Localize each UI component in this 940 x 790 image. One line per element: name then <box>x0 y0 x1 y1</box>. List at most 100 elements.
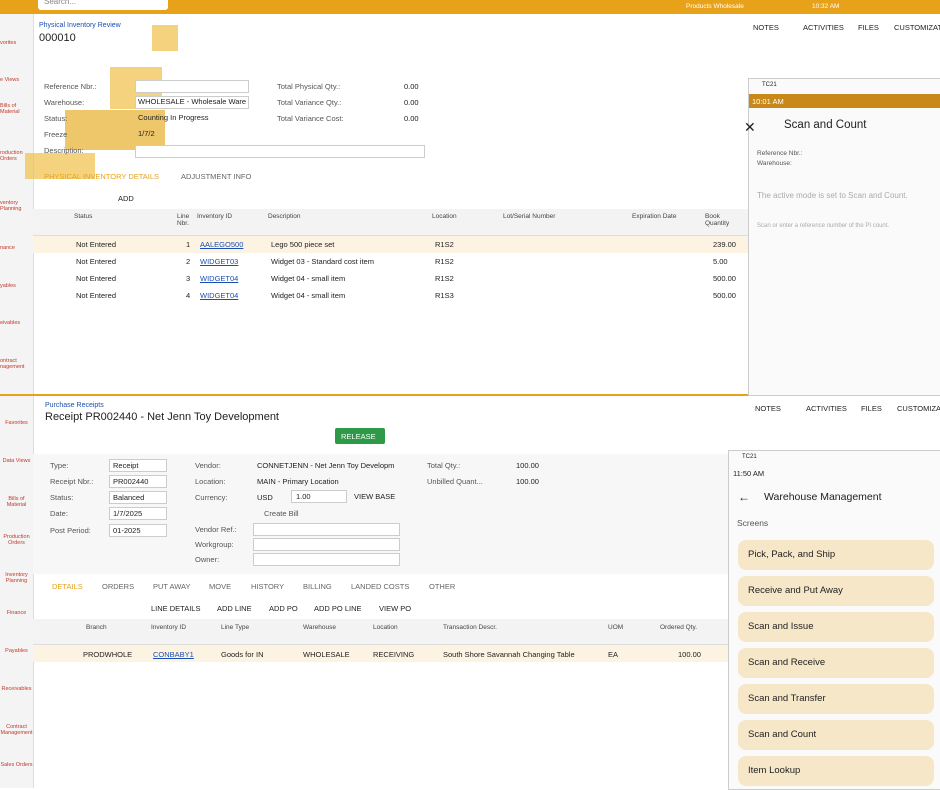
column-header: Transaction Descr. <box>443 624 497 631</box>
menu-item[interactable]: Pick, Pack, and Ship <box>738 540 934 570</box>
tab[interactable]: DETAILS <box>52 582 83 591</box>
input[interactable] <box>253 553 400 566</box>
input[interactable] <box>291 490 347 503</box>
toolbar-button[interactable]: ADD PO <box>269 604 298 613</box>
record-id: 000010 <box>39 32 76 44</box>
tab[interactable]: LANDED COSTS <box>351 582 410 591</box>
cell[interactable]: WIDGET03 <box>200 257 239 266</box>
toolbar-button[interactable]: ADD PO LINE <box>314 604 362 613</box>
column-header: Inventory ID <box>151 624 187 631</box>
sidebar-item[interactable]: Bills of Material <box>6 496 27 508</box>
field-label: Type: <box>50 461 69 470</box>
input[interactable] <box>109 475 167 488</box>
cell[interactable]: AALEGO500 <box>200 240 244 249</box>
cell: Not Entered <box>76 274 117 283</box>
sidebar-item[interactable]: roduction Orders <box>0 150 23 162</box>
release-button[interactable] <box>335 428 385 444</box>
sidebar-item[interactable]: Bills of Material <box>0 103 20 115</box>
sidebar-item[interactable]: Inventory Planning <box>5 572 28 584</box>
cell: 5.00 <box>713 257 728 266</box>
input[interactable] <box>253 538 400 551</box>
sidebar-item[interactable]: ontract nagement <box>0 358 25 370</box>
mobile-statusbar <box>749 94 940 108</box>
tab[interactable]: PHYSICAL INVENTORY DETAILS <box>44 172 160 181</box>
sidebar-item[interactable]: eivables <box>0 320 21 326</box>
sidebar-item[interactable]: yables <box>0 283 16 289</box>
toolbar-button[interactable]: ADD <box>118 194 134 203</box>
search-box[interactable] <box>38 0 168 10</box>
branch: Products Wholesale <box>686 3 744 10</box>
menu-item[interactable]: Scan and Count <box>738 720 934 750</box>
menu-item[interactable]: Scan and Receive <box>738 648 934 678</box>
sidebar-item[interactable]: e Views <box>0 77 20 83</box>
action[interactable]: NOTES <box>755 404 781 413</box>
tab[interactable]: PUT AWAY <box>153 582 191 591</box>
toolbar-button[interactable]: VIEW PO <box>379 604 412 613</box>
input[interactable] <box>135 145 425 158</box>
cell[interactable]: WIDGET04 <box>200 274 239 283</box>
grid-header <box>33 209 748 236</box>
total-label: Total Physical Qty.: <box>277 82 341 91</box>
cell: 100.00 <box>678 650 701 659</box>
button[interactable]: VIEW BASE <box>354 492 396 501</box>
menu-item[interactable]: Receive and Put Away <box>738 576 934 606</box>
input[interactable] <box>109 459 167 472</box>
close-icon[interactable]: ✕ <box>744 119 756 135</box>
sidebar-item[interactable]: vorites <box>0 40 17 46</box>
action[interactable]: NOTES <box>753 23 779 32</box>
release[interactable]: RELEASE <box>341 432 376 441</box>
window-title: TC21 <box>762 82 777 88</box>
toolbar-button[interactable]: LINE DETAILS <box>151 604 201 613</box>
tab[interactable]: ADJUSTMENT INFO <box>181 172 252 181</box>
top-bar <box>0 0 940 14</box>
sidebar-item[interactable]: Favorites <box>5 420 28 426</box>
tab[interactable]: MOVE <box>209 582 232 591</box>
sidebar-item[interactable]: Sales Orders <box>0 762 33 768</box>
cell: Widget 04 - small item <box>271 274 346 283</box>
input[interactable] <box>253 523 400 536</box>
toolbar-button[interactable]: ADD LINE <box>217 604 252 613</box>
input[interactable] <box>109 507 167 520</box>
field-label: Description: <box>44 146 84 155</box>
time: 10:32 AM <box>812 3 840 10</box>
sidebar-item[interactable]: Data Views <box>2 458 31 464</box>
sidebar-item[interactable]: Contract Management <box>0 724 33 736</box>
cell: R1S2 <box>435 240 454 249</box>
back-icon[interactable]: ← <box>738 490 750 504</box>
menu-item[interactable]: Item Lookup <box>738 756 934 786</box>
action[interactable]: FILES <box>858 23 879 32</box>
action[interactable]: FILES <box>861 404 882 413</box>
field-value: WHOLESALE - Wholesale Ware <box>138 97 247 106</box>
menu-item[interactable]: Scan and Transfer <box>738 684 934 714</box>
action[interactable]: CUSTOMIZATI <box>897 404 940 413</box>
sidebar-item[interactable]: ventory Planning <box>0 200 22 212</box>
sidebar-item[interactable]: nance <box>0 245 15 251</box>
menu-item[interactable]: Scan and Issue <box>738 612 934 642</box>
record-title: Receipt PR002440 - Net Jenn Toy Developm… <box>45 411 279 423</box>
cell[interactable]: CONBABY1 <box>153 650 194 659</box>
input[interactable] <box>109 524 167 537</box>
sidebar-item[interactable]: Finance <box>6 610 27 616</box>
search[interactable]: Search... <box>44 0 77 6</box>
action[interactable]: ACTIVITIES <box>803 23 844 32</box>
sidebar-item[interactable]: Receivables <box>1 686 32 692</box>
action[interactable]: ACTIVITIES <box>806 404 847 413</box>
action[interactable]: CUSTOMIZATI <box>894 23 940 32</box>
checkbox-label[interactable]: Create Bill <box>264 509 299 518</box>
field-value: 1/7/2025 <box>113 509 143 518</box>
field-label: Date: <box>50 509 68 518</box>
total-value: 100.00 <box>516 477 539 486</box>
tab[interactable]: BILLING <box>303 582 332 591</box>
input[interactable] <box>135 96 249 109</box>
tab[interactable]: HISTORY <box>251 582 285 591</box>
tab[interactable]: ORDERS <box>102 582 135 591</box>
breadcrumb[interactable]: Physical Inventory Review <box>39 22 121 29</box>
cell: 3 <box>186 274 191 283</box>
input[interactable] <box>109 491 167 504</box>
cell[interactable]: WIDGET04 <box>200 291 239 300</box>
tab[interactable]: OTHER <box>429 582 456 591</box>
breadcrumb[interactable]: Purchase Receipts <box>45 402 104 409</box>
input[interactable] <box>135 80 249 93</box>
sidebar-item[interactable]: Production Orders <box>3 534 30 546</box>
sidebar-item[interactable]: Payables <box>5 648 28 654</box>
